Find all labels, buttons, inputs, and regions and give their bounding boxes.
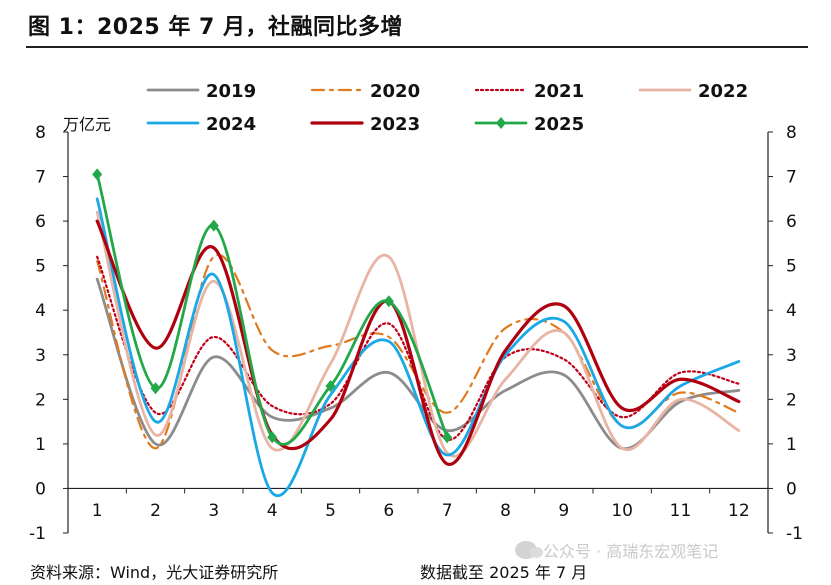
legend-marker bbox=[496, 117, 506, 129]
legend-label: 2024 bbox=[206, 114, 256, 135]
series-point-2025 bbox=[442, 431, 453, 444]
y-tick-label-left: 4 bbox=[35, 301, 46, 321]
legend-label: 2025 bbox=[534, 114, 584, 135]
y-axis-unit-label: 万亿元 bbox=[63, 115, 111, 134]
y-tick-label-left: 8 bbox=[35, 123, 46, 143]
series-point-2025 bbox=[267, 431, 278, 444]
y-tick-label-right: 1 bbox=[786, 435, 797, 455]
wechat-icon bbox=[515, 541, 543, 559]
y-tick-label-left: 1 bbox=[35, 435, 46, 455]
y-tick-label-right: 8 bbox=[786, 123, 797, 143]
chart-series bbox=[92, 168, 741, 498]
x-tick-label: 7 bbox=[442, 501, 453, 521]
x-tick-label: 10 bbox=[611, 501, 633, 521]
y-tick-label-left: 3 bbox=[35, 346, 46, 366]
legend-item-2023: 2023 bbox=[310, 114, 420, 135]
watermark-text: 公众号 · 高瑞东宏观笔记 bbox=[543, 542, 719, 561]
y-tick-label-right: 7 bbox=[786, 168, 797, 188]
x-tick-label: 2 bbox=[150, 501, 161, 521]
legend-item-2024: 2024 bbox=[146, 114, 256, 135]
x-tick-label: 9 bbox=[558, 501, 569, 521]
x-tick-label: 4 bbox=[267, 501, 278, 521]
figure-title: 图 1：2025 年 7 月，社融同比多增 bbox=[28, 15, 403, 40]
y-tick-label-left: 6 bbox=[35, 212, 46, 232]
y-tick-label-left: 5 bbox=[35, 257, 46, 277]
y-tick-label-left: 7 bbox=[35, 168, 46, 188]
legend-label: 2021 bbox=[534, 81, 584, 102]
y-tick-label-right: 6 bbox=[786, 212, 797, 232]
x-tick-label: 6 bbox=[383, 501, 394, 521]
x-tick-label: 5 bbox=[325, 501, 336, 521]
series-point-2025 bbox=[92, 168, 103, 181]
y-tick-label-right: 3 bbox=[786, 346, 797, 366]
series-line-2021 bbox=[96, 255, 740, 441]
legend-item-2021: 2021 bbox=[474, 81, 584, 102]
x-tick-label: 12 bbox=[728, 501, 750, 521]
y-tick-label-right: 5 bbox=[786, 257, 797, 277]
watermark: 公众号 · 高瑞东宏观笔记 bbox=[515, 538, 718, 562]
y-tick-label-right: 2 bbox=[786, 390, 797, 410]
legend-item-2025: 2025 bbox=[474, 114, 584, 135]
data-cutoff-note: 数据截至 2025 年 7 月 bbox=[420, 563, 588, 582]
legend-label: 2019 bbox=[206, 81, 256, 102]
source-note: 资料来源：Wind，光大证券研究所 bbox=[30, 563, 279, 582]
series-point-2025 bbox=[325, 379, 336, 392]
legend-label: 2022 bbox=[698, 81, 748, 102]
chart-axes: -1 -10 01 12 23 34 45 56 67 78 81 2 3 4 5 6 7 8 9 10 11 12 bbox=[29, 123, 803, 544]
legend-item-2019: 2019 bbox=[146, 81, 256, 102]
x-tick-label: 3 bbox=[208, 501, 219, 521]
y-tick-label-left: 2 bbox=[35, 390, 46, 410]
x-tick-label: 11 bbox=[670, 501, 692, 521]
legend-item-2020: 2020 bbox=[310, 81, 420, 102]
y-tick-label-left: 0 bbox=[35, 479, 46, 499]
series-line-2024 bbox=[95, 197, 741, 498]
chart-legend: 2019 2020 2021 2022 2024 2023 2025 bbox=[146, 81, 748, 135]
x-tick-label: 8 bbox=[500, 501, 511, 521]
x-tick-label: 1 bbox=[92, 501, 103, 521]
y-tick-label-right: 0 bbox=[786, 479, 797, 499]
series-line-2023 bbox=[95, 219, 741, 466]
title-divider bbox=[26, 46, 808, 48]
y-tick-label-left: -1 bbox=[29, 524, 46, 544]
series-line-2022 bbox=[95, 210, 741, 458]
legend-item-2022: 2022 bbox=[638, 81, 748, 102]
series-point-2025 bbox=[208, 219, 219, 232]
y-tick-label-right: 4 bbox=[786, 301, 797, 321]
legend-label: 2020 bbox=[370, 81, 420, 102]
legend-label: 2023 bbox=[370, 114, 420, 135]
series-point-2025 bbox=[150, 382, 161, 395]
y-tick-label-right: -1 bbox=[786, 524, 803, 544]
series-point-2025 bbox=[383, 295, 394, 308]
